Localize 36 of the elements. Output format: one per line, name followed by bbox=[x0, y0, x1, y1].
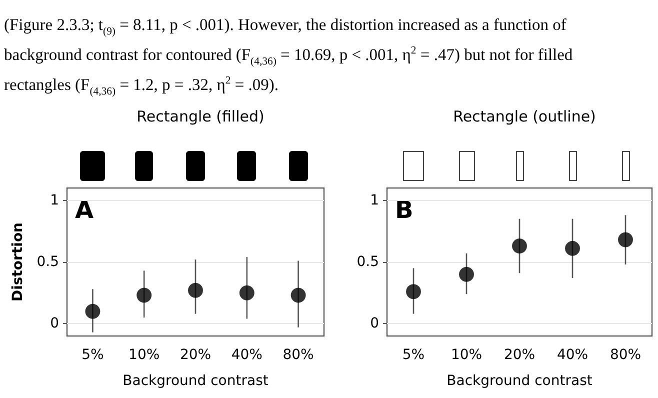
point bbox=[188, 282, 203, 298]
x-tick-label: 40% bbox=[231, 347, 262, 363]
chart-title: Rectangle (outline) bbox=[453, 108, 596, 126]
y-tick-label: 0.5 bbox=[356, 254, 379, 270]
y-tick-label: 0 bbox=[50, 316, 59, 332]
point bbox=[85, 304, 100, 319]
point bbox=[512, 238, 527, 254]
point bbox=[406, 284, 421, 300]
y-tick-label: 0 bbox=[370, 316, 379, 332]
x-axis-title: Background contrast bbox=[122, 373, 269, 389]
x-tick-label: 40% bbox=[556, 347, 588, 363]
point bbox=[136, 288, 152, 303]
annotation: A bbox=[75, 196, 94, 224]
x-tick-label: 80% bbox=[610, 347, 642, 363]
y-axis-title: Distortion bbox=[10, 222, 26, 302]
text: (Figure 2.3.3; t$_{(9)}$ = 8.11, p < .001). However, the distortion increased as a function of bbox=[4, 14, 568, 40]
y-tick-label: 1 bbox=[50, 192, 59, 208]
point bbox=[618, 232, 633, 248]
x-axis-title: Background contrast bbox=[446, 373, 593, 389]
x-tick-label: 5% bbox=[82, 347, 104, 363]
x-tick-label: 20% bbox=[504, 347, 536, 363]
x-tick-label: 80% bbox=[282, 347, 314, 363]
text: background contrast for contoured (F$_{(4,36)}$ = 10.69, p < .001, η$^{2}$ = .47) but not for filled bbox=[4, 44, 573, 70]
chart-title: Rectangle (filled) bbox=[136, 108, 264, 126]
point bbox=[459, 266, 474, 282]
x-tick-label: 10% bbox=[128, 347, 160, 363]
y-tick-label: 1 bbox=[370, 192, 379, 208]
y-tick-label: 0.5 bbox=[36, 254, 59, 270]
point bbox=[290, 288, 306, 303]
x-tick-label: 20% bbox=[180, 347, 212, 363]
text: rectangles (F$_{(4,36)}$ = 1.2, p = .32, η$^{2}$ = .09). bbox=[4, 74, 280, 100]
x-tick-label: 10% bbox=[450, 347, 482, 363]
x-tick-label: 5% bbox=[402, 347, 425, 363]
point bbox=[565, 240, 580, 256]
point bbox=[239, 285, 254, 300]
annotation: B bbox=[395, 196, 414, 224]
